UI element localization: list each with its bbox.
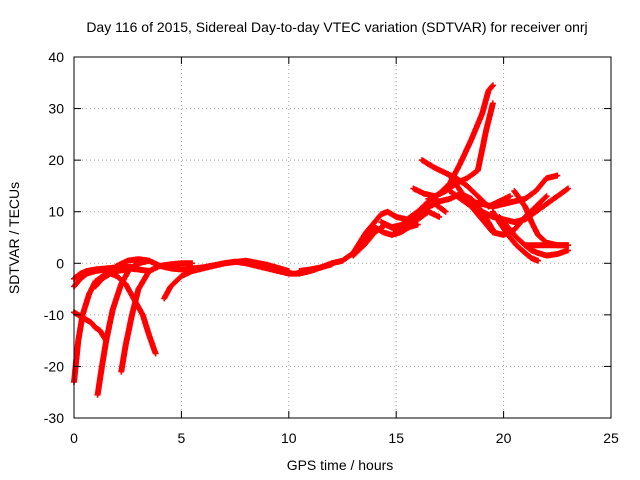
x-tick-label: 20 (496, 430, 512, 446)
y-tick-label: 20 (48, 152, 64, 168)
series-markers (94, 257, 153, 398)
chart-title: Day 116 of 2015, Sidereal Day-to-day VTE… (86, 19, 587, 35)
y-tick-label: -10 (44, 307, 64, 323)
plot-frame (73, 56, 612, 419)
series-arc-24 (425, 190, 496, 233)
x-tick-label: 5 (178, 430, 186, 446)
x-tick-label: 15 (388, 430, 404, 446)
x-tick-label: 10 (281, 430, 297, 446)
series-arc-12 (354, 221, 421, 254)
y-axis-title: SDTVAR / TECUs (6, 182, 22, 294)
series-markers (354, 221, 421, 254)
series-arc-17 (446, 172, 550, 238)
series-arc-6 (92, 270, 159, 357)
series-arc-23 (378, 201, 449, 231)
series-markers (378, 201, 449, 231)
y-tick-label: 0 (56, 255, 64, 271)
x-axis-title: GPS time / hours (287, 457, 394, 473)
series-markers (522, 242, 571, 249)
x-tick-label: 0 (70, 430, 78, 446)
series-markers (92, 270, 159, 357)
y-tick-label: -30 (44, 410, 64, 426)
data-points (71, 82, 571, 398)
y-tick-label: 10 (48, 204, 64, 220)
y-tick-label: 30 (48, 101, 64, 117)
series-arc-5 (94, 257, 153, 398)
y-tick-label: -20 (44, 358, 64, 374)
x-tick-label: 25 (603, 430, 619, 446)
series-markers (446, 172, 550, 238)
y-tick-label: 40 (48, 49, 64, 65)
axis-ticks: 0 5 10 15 20 25 -30 -20 -10 0 10 20 30 40 (44, 49, 619, 446)
series-arc-22 (522, 242, 571, 249)
series-markers (425, 190, 496, 233)
